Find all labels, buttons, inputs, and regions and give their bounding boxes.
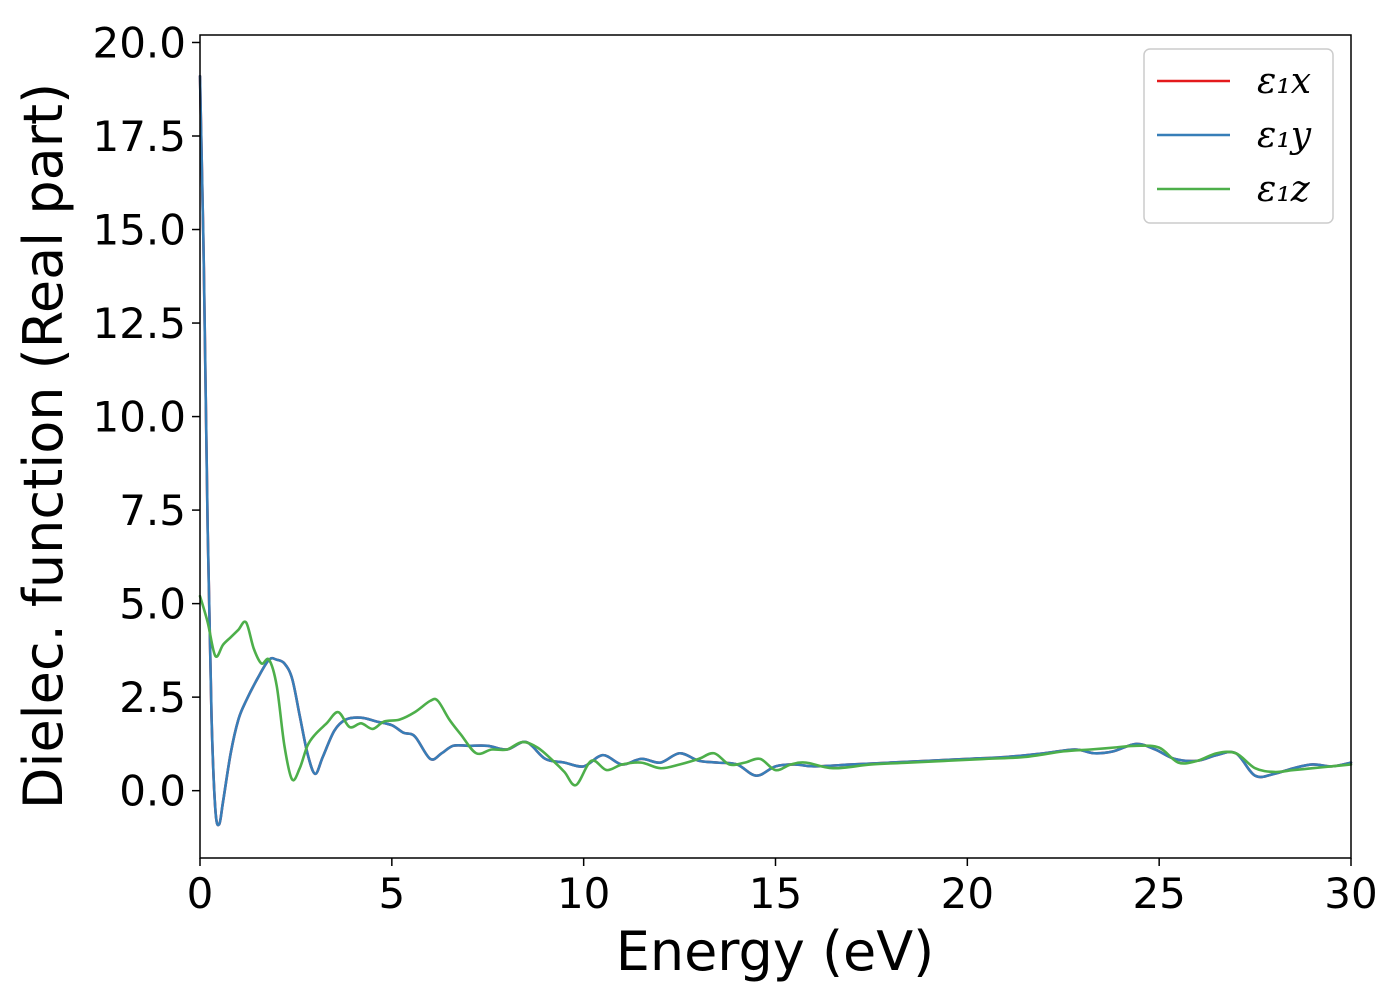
y-tick-label: 5.0 bbox=[119, 580, 186, 629]
x-tick-label: 5 bbox=[378, 869, 405, 918]
x-tick-label: 25 bbox=[1132, 869, 1185, 918]
y-axis-label: Dielec. function (Real part) bbox=[12, 83, 75, 809]
legend-label-eps1y: ε₁y bbox=[1257, 115, 1312, 156]
series-line-eps1z bbox=[198, 594, 1353, 787]
y-tick-label: 17.5 bbox=[92, 112, 186, 161]
legend-label-eps1z: ε₁z bbox=[1257, 169, 1311, 210]
x-tick-label: 15 bbox=[749, 869, 802, 918]
y-tick-label: 12.5 bbox=[92, 299, 186, 348]
series-layer bbox=[198, 74, 1353, 827]
legend: ε₁x ε₁y ε₁z bbox=[1143, 48, 1334, 224]
x-tick-label: 0 bbox=[187, 869, 214, 918]
x-axis-label: Energy (eV) bbox=[616, 920, 935, 983]
y-tick-label: 2.5 bbox=[119, 673, 186, 722]
x-tick-label: 10 bbox=[557, 869, 610, 918]
y-tick-label: 7.5 bbox=[119, 486, 186, 535]
series-line-eps1y bbox=[198, 74, 1353, 827]
x-axis-ticks: 0 5 10 15 20 25 30 bbox=[187, 858, 1378, 918]
y-tick-label: 10.0 bbox=[92, 393, 186, 442]
x-tick-label: 30 bbox=[1324, 869, 1377, 918]
legend-box bbox=[1143, 48, 1334, 224]
y-axis-ticks: 0.0 2.5 5.0 7.5 10.0 12.5 15.0 17.5 20.0 bbox=[92, 18, 200, 816]
y-tick-label: 15.0 bbox=[92, 206, 186, 255]
y-tick-label: 20.0 bbox=[92, 18, 186, 67]
x-tick-label: 20 bbox=[941, 869, 994, 918]
y-tick-label: 0.0 bbox=[119, 767, 186, 816]
legend-label-eps1x: ε₁x bbox=[1257, 61, 1311, 102]
